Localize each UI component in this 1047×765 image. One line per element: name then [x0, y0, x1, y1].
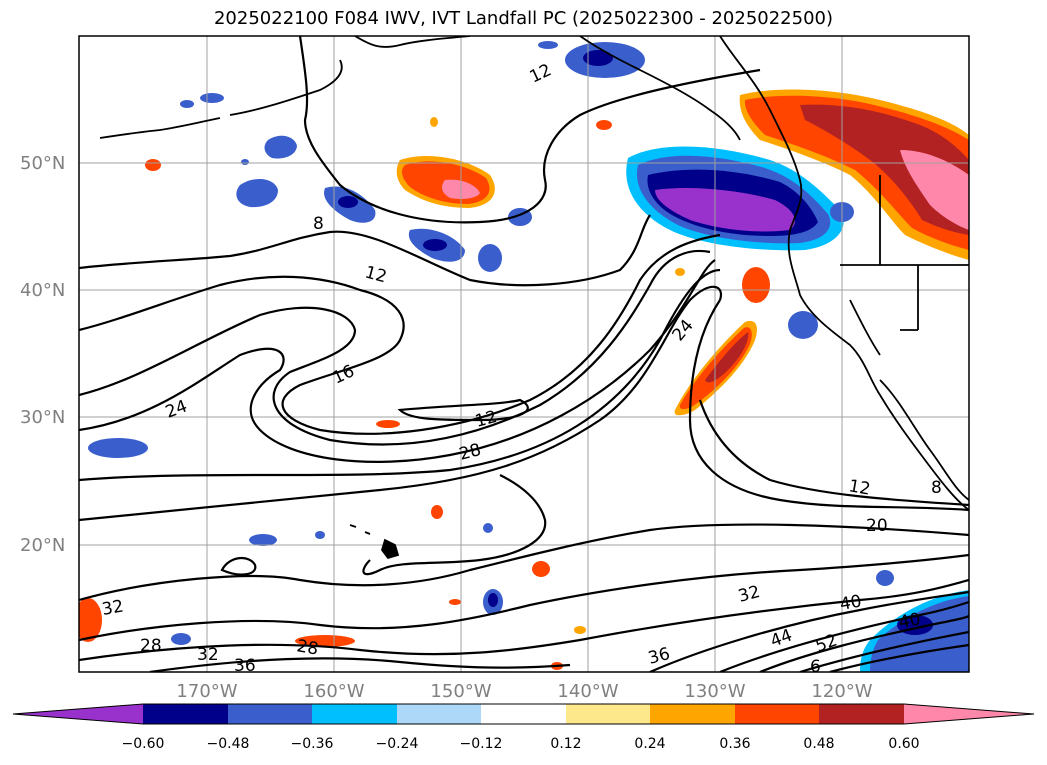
contour-label: 8: [313, 214, 324, 234]
contour-label: 20: [866, 516, 888, 536]
colorbar-segment: [650, 704, 735, 724]
colorbar-segment: [228, 704, 312, 724]
contour-label: 8: [931, 478, 942, 498]
latitude-labels: 50°N 40°N 30°N 20°N: [20, 153, 65, 556]
colorbar-segment: [566, 704, 650, 724]
colorbar-tick-label: −0.24: [376, 736, 419, 752]
contour-label: 28: [140, 636, 162, 656]
contour-label: 32: [100, 596, 125, 619]
colorbar-tick-label: 0.48: [803, 736, 834, 752]
colorbar-tick-label: −0.60: [122, 736, 165, 752]
lon-label: 130°W: [684, 681, 745, 702]
colorbar-tick-label: 0.60: [888, 736, 919, 752]
colorbar-right-extension: [904, 704, 1034, 724]
plot-frame: [78, 35, 970, 673]
contour-label: 28: [295, 636, 320, 659]
longitude-labels: 170°W 160°W 150°W 140°W 130°W 120°W: [176, 681, 872, 702]
plot-area: 12 8 12 16 24 12 28 24 12 20 32 40 40 44…: [79, 36, 969, 677]
contour-label: 32: [197, 645, 219, 665]
colorbar-segment: [397, 704, 481, 724]
colorbar-outline: [12, 703, 1035, 725]
lat-label: 20°N: [20, 535, 65, 556]
contour-label: 36: [234, 656, 256, 676]
coastlines: [99, 36, 969, 560]
lat-label: 30°N: [20, 407, 65, 428]
contour-label: 6: [810, 657, 821, 677]
lat-label: 50°N: [20, 153, 65, 174]
colorbar-tick-label: −0.48: [207, 736, 250, 752]
lon-label: 120°W: [811, 681, 872, 702]
lat-label: 40°N: [20, 280, 65, 301]
contour-labels: 12 8 12 16 24 12 28 24 12 20 32 40 40 44…: [100, 60, 942, 677]
lon-label: 170°W: [176, 681, 237, 702]
contour-label: 12: [847, 476, 872, 499]
colorbar-segment: [481, 704, 566, 724]
contour-label: 40: [838, 591, 863, 614]
colorbar-tick-label: 0.12: [550, 736, 581, 752]
colorbar-segment: [819, 704, 904, 724]
colorbar-left-extension: [13, 704, 143, 724]
colorbar-segment: [735, 704, 819, 724]
iwv-contours: [79, 36, 969, 672]
colorbar-tick-label: 0.36: [719, 736, 750, 752]
colorbar: −0.60 −0.48 −0.36 −0.24 −0.12 0.12 0.24 …: [12, 703, 1035, 752]
map-title: 2025022100 F084 IWV, IVT Landfall PC (20…: [213, 8, 834, 29]
colorbar-segment: [312, 704, 397, 724]
colorbar-ticks: −0.60 −0.48 −0.36 −0.24 −0.12 0.12 0.24 …: [122, 736, 920, 752]
colorbar-segment: [143, 704, 228, 724]
contour-label: 40: [897, 609, 922, 632]
gridlines: [79, 36, 969, 672]
lon-label: 140°W: [557, 681, 618, 702]
colorbar-tick-label: −0.36: [291, 736, 334, 752]
colorbar-tick-label: −0.12: [460, 736, 503, 752]
lon-label: 160°W: [303, 681, 364, 702]
lon-label: 150°W: [430, 681, 491, 702]
colorbar-tick-label: 0.24: [634, 736, 665, 752]
